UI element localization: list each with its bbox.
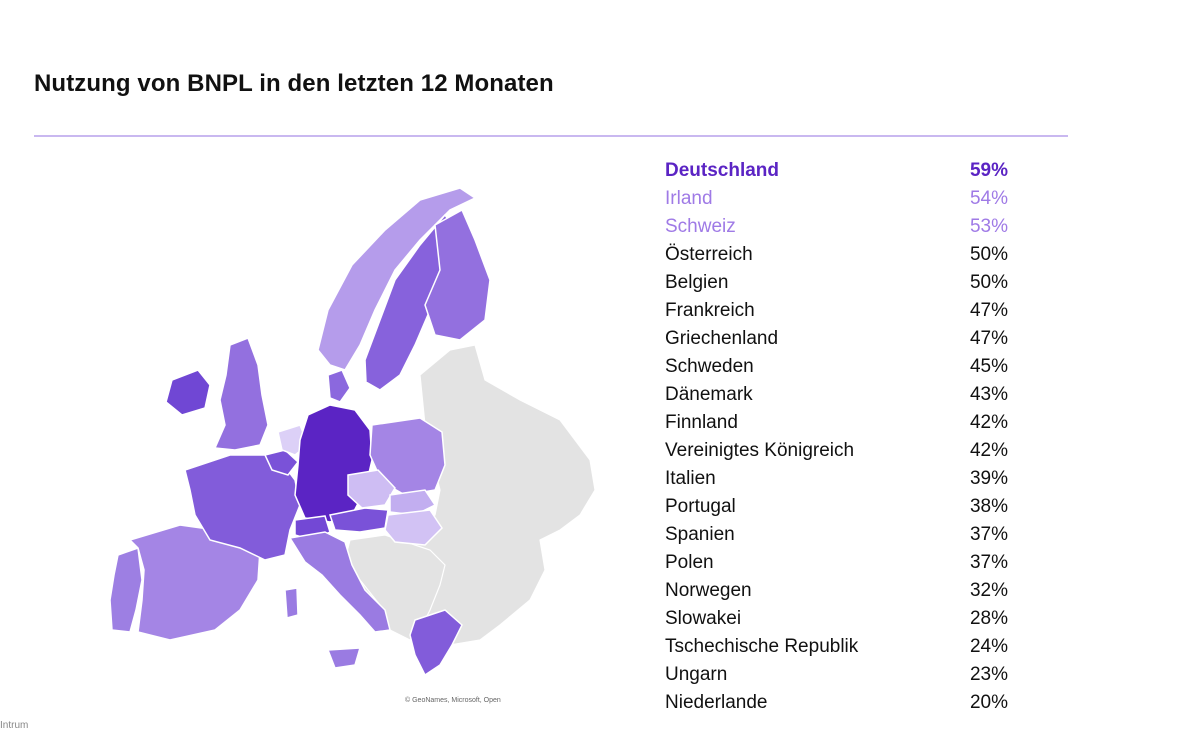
map-country-italy	[288, 531, 391, 633]
country-row: Dänemark 43%	[665, 381, 1010, 409]
country-percentage: 37%	[969, 524, 1008, 545]
country-percentage: 32%	[969, 580, 1008, 601]
country-row: Griechenland 47%	[665, 325, 1010, 353]
map-country-belgium	[263, 449, 300, 476]
country-row: Slowakei 28%	[665, 605, 1010, 633]
country-percentage: 53%	[969, 216, 1008, 237]
map-country-finland	[424, 208, 491, 341]
country-percentage: 50%	[969, 244, 1008, 265]
country-percentage: 45%	[969, 356, 1008, 377]
country-name: Slowakei	[665, 608, 742, 629]
map-island-sardinia	[284, 587, 299, 619]
country-row: Finnland 42%	[665, 409, 1010, 437]
country-name: Polen	[665, 552, 714, 573]
map-attribution: © GeoNames, Microsoft, Open	[405, 697, 501, 704]
country-name: Vereinigtes Königreich	[665, 440, 855, 461]
country-row: Ungarn 23%	[665, 661, 1010, 689]
europe-map-svg	[109, 187, 596, 677]
country-name: Finnland	[665, 412, 738, 433]
country-name: Schweiz	[665, 216, 736, 237]
country-row: Polen 37%	[665, 549, 1010, 577]
country-row: Vereinigtes Königreich 42%	[665, 437, 1010, 465]
map-country-denmark	[327, 369, 351, 403]
country-name: Irland	[665, 188, 713, 209]
country-name: Ungarn	[665, 664, 728, 685]
country-name: Deutschland	[665, 160, 780, 181]
country-name: Dänemark	[665, 384, 753, 405]
country-percentage: 20%	[969, 692, 1008, 713]
country-name: Niederlande	[665, 692, 768, 713]
country-row: Belgien 50%	[665, 269, 1010, 297]
country-name: Österreich	[665, 244, 753, 265]
map-country-czech	[347, 469, 396, 509]
country-percentage: 50%	[969, 272, 1008, 293]
map-country-united-kingdom	[213, 337, 269, 451]
map-country-poland	[369, 417, 446, 496]
country-percentage: 24%	[969, 636, 1008, 657]
country-percentage: 42%	[969, 440, 1008, 461]
country-row: Schweden 45%	[665, 353, 1010, 381]
country-percentage: 39%	[969, 468, 1008, 489]
map-country-ireland	[165, 369, 211, 416]
country-ranking-list: Deutschland 59% Irland 54% Schweiz 53% Österre…	[665, 157, 1010, 717]
title-divider	[34, 135, 1068, 137]
country-percentage: 59%	[969, 160, 1008, 181]
brand-label: Intrum	[0, 720, 29, 731]
country-row: Österreich 50%	[665, 241, 1010, 269]
country-row: Niederlande 20%	[665, 689, 1010, 717]
country-name: Norwegen	[665, 580, 752, 601]
country-name: Griechenland	[665, 328, 779, 349]
country-percentage: 47%	[969, 300, 1008, 321]
country-row: Tschechische Republik 24%	[665, 633, 1010, 661]
country-percentage: 28%	[969, 608, 1008, 629]
country-name: Schweden	[665, 356, 754, 377]
country-percentage: 54%	[969, 188, 1008, 209]
europe-map	[90, 170, 610, 720]
map-country-greece	[409, 609, 463, 677]
country-name: Tschechische Republik	[665, 636, 859, 657]
country-percentage: 43%	[969, 384, 1008, 405]
country-row: Portugal 38%	[665, 493, 1010, 521]
page-title: Nutzung von BNPL in den letzten 12 Monat…	[34, 70, 554, 97]
country-name: Belgien	[665, 272, 729, 293]
country-percentage: 38%	[969, 496, 1008, 517]
map-country-hungary	[384, 509, 443, 546]
country-row: Italien 39%	[665, 465, 1010, 493]
country-name: Spanien	[665, 524, 735, 545]
country-row: Spanien 37%	[665, 521, 1010, 549]
country-row: Norwegen 32%	[665, 577, 1010, 605]
country-row: Schweiz 53%	[665, 213, 1010, 241]
country-percentage: 23%	[969, 664, 1008, 685]
country-percentage: 37%	[969, 552, 1008, 573]
country-row: Deutschland 59%	[665, 157, 1010, 185]
country-percentage: 42%	[969, 412, 1008, 433]
country-row: Frankreich 47%	[665, 297, 1010, 325]
map-island-sicily	[326, 647, 362, 669]
country-name: Italien	[665, 468, 716, 489]
country-percentage: 47%	[969, 328, 1008, 349]
country-name: Frankreich	[665, 300, 755, 321]
country-name: Portugal	[665, 496, 736, 517]
map-country-portugal	[109, 546, 143, 633]
country-row: Irland 54%	[665, 185, 1010, 213]
map-country-norway	[317, 187, 477, 371]
